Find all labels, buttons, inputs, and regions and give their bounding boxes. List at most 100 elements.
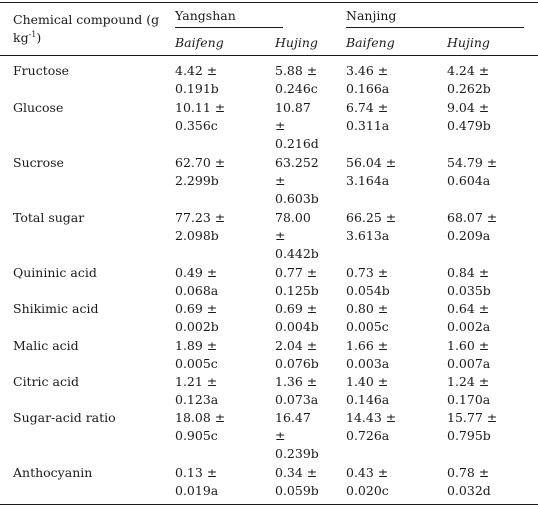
table-cell: 18.08 ± 0.905c [175, 409, 225, 445]
row-label: Fructose [13, 63, 70, 78]
cell-line: 0.479b [447, 118, 491, 133]
table-cell: 0.64 ± 0.002a [447, 300, 490, 336]
cell-line: 0.076b [275, 356, 319, 371]
cell-line: 0.123a [175, 392, 219, 407]
cell-line: 0.004b [275, 319, 319, 334]
table-cell: 0.84 ± 0.035b [447, 264, 491, 300]
cell-line: 2.04 ± [275, 338, 318, 353]
cell-line: 15.77 ± [447, 410, 498, 425]
table-cell: 0.43 ± 0.020c [346, 464, 389, 500]
cell-line: 2.299b [175, 173, 219, 188]
cell-line: 0.239b [275, 446, 319, 461]
cell-line: 0.005c [175, 356, 218, 371]
table-cell: 62.70 ± 2.299b [175, 154, 225, 190]
cell-line: 0.13 ± [175, 465, 218, 480]
cell-line: 0.73 ± [346, 265, 389, 280]
cell-line: 0.43 ± [346, 465, 389, 480]
table-cell: 0.80 ± 0.005c [346, 300, 389, 336]
table-cell: 63.252 ±0.603b [275, 154, 319, 208]
cell-line: 1.89 ± [175, 338, 218, 353]
cell-line: 0.002b [175, 319, 219, 334]
cell-line: 0.311a [346, 118, 390, 133]
cultivar-header: Baifeng [346, 35, 395, 50]
table-cell: 0.77 ± 0.125b [275, 264, 319, 300]
cell-line: 0.905c [175, 428, 218, 443]
cell-line: 1.21 ± [175, 374, 218, 389]
cell-line: 0.78 ± [447, 465, 490, 480]
cultivar-header: Baifeng [175, 35, 224, 50]
cell-line: 0.005c [346, 319, 389, 334]
table-cell: 10.87 ±0.216d [275, 99, 319, 153]
row-label: Sugar-acid ratio [13, 410, 116, 425]
cell-line: 0.69 ± [175, 301, 218, 316]
table-cell: 78.00 ±0.442b [275, 209, 319, 263]
group-header-yangshan: Yangshan [175, 8, 236, 23]
cell-line: 1.60 ± [447, 338, 490, 353]
cell-line: 0.216d [275, 136, 319, 151]
cell-line: 62.70 ± [175, 155, 226, 170]
table-cell: 10.11 ± 0.356c [175, 99, 225, 135]
table-cell: 1.60 ± 0.007a [447, 337, 490, 373]
cell-line: 6.74 ± [346, 100, 389, 115]
table-cell: 15.77 ± 0.795b [447, 409, 497, 445]
cell-line: ± [275, 428, 286, 443]
table-cell: 1.40 ± 0.146a [346, 373, 389, 409]
cell-line: 0.068a [175, 283, 219, 298]
table-cell: 66.25 ± 3.613a [346, 209, 396, 245]
row-label: Malic acid [13, 338, 79, 353]
cell-line: 0.64 ± [447, 301, 490, 316]
table-cell: 5.88 ± 0.246c [275, 62, 318, 98]
cell-line: 18.08 ± [175, 410, 226, 425]
table-cell: 1.21 ± 0.123a [175, 373, 218, 409]
row-label: Citric acid [13, 374, 79, 389]
cell-line: 0.032d [447, 483, 491, 498]
cell-line: 0.356c [175, 118, 218, 133]
table-bottom-rule [0, 504, 538, 505]
table-cell: 1.36 ± 0.073a [275, 373, 318, 409]
cell-line: 3.46 ± [346, 63, 389, 78]
cell-line: 3.164a [346, 173, 390, 188]
table-cell: 2.04 ± 0.076b [275, 337, 319, 373]
table-cell: 0.69 ± 0.004b [275, 300, 319, 336]
row-label: Sucrose [13, 155, 64, 170]
table-cell: 4.42 ± 0.191b [175, 62, 219, 98]
table-cell: 1.89 ± 0.005c [175, 337, 218, 373]
cell-line: 1.36 ± [275, 374, 318, 389]
cell-line: 0.059b [275, 483, 319, 498]
cell-line: 0.125b [275, 283, 319, 298]
row-label: Shikimic acid [13, 301, 99, 316]
cell-line: 0.604a [447, 173, 491, 188]
table-cell: 77.23 ± 2.098b [175, 209, 225, 245]
cell-line: 3.613a [346, 228, 390, 243]
cultivar-header: Hujing [447, 35, 490, 50]
cell-line: 16.47 [275, 410, 311, 425]
row-label: Glucose [13, 100, 64, 115]
cell-line: 0.34 ± [275, 465, 318, 480]
cell-line: 10.11 ± [175, 100, 226, 115]
table-cell: 3.46 ± 0.166a [346, 62, 389, 98]
cell-line: ± [275, 173, 286, 188]
cell-line: 63.252 [275, 155, 319, 170]
cell-line: 0.054b [346, 283, 390, 298]
cell-line: 9.04 ± [447, 100, 490, 115]
cell-line: 0.007a [447, 356, 491, 371]
table-cell: 4.24 ± 0.262b [447, 62, 491, 98]
cell-line: ± [275, 228, 286, 243]
cell-line: ± [275, 118, 286, 133]
table-cell: 0.13 ± 0.019a [175, 464, 218, 500]
header-bottom-rule [0, 55, 538, 56]
cell-line: 14.43 ± [346, 410, 397, 425]
cell-line: 56.04 ± [346, 155, 397, 170]
cell-line: 0.80 ± [346, 301, 389, 316]
cell-line: 0.603b [275, 191, 319, 206]
cell-line: 0.166a [346, 81, 390, 96]
cell-line: 0.209a [447, 228, 491, 243]
cell-line: 0.262b [447, 81, 491, 96]
group-rule-nanjing [346, 27, 524, 28]
cell-line: 4.24 ± [447, 63, 490, 78]
table-cell: 56.04 ± 3.164a [346, 154, 396, 190]
table-cell: 1.24 ± 0.170a [447, 373, 490, 409]
cell-line: 54.79 ± [447, 155, 498, 170]
cell-line: 0.69 ± [275, 301, 318, 316]
cell-line: 77.23 ± [175, 210, 226, 225]
